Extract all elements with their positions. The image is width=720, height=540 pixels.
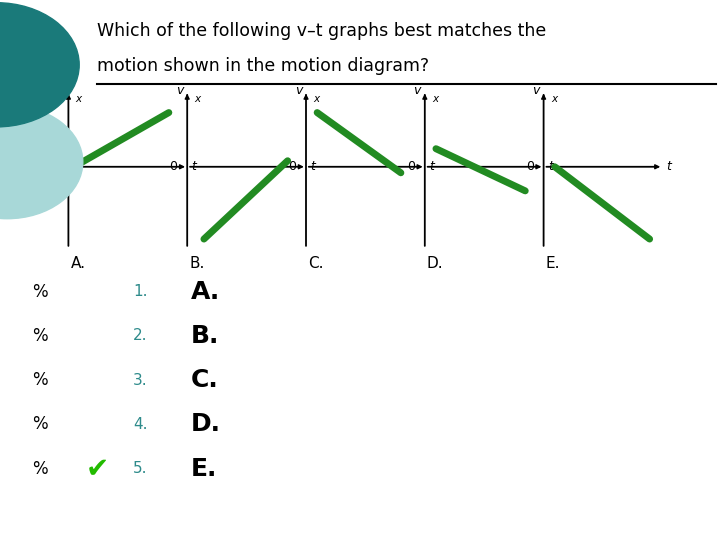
Text: $0$: $0$ xyxy=(288,160,297,173)
Text: $t$: $t$ xyxy=(547,160,555,173)
Text: C.: C. xyxy=(308,256,324,272)
Text: A.: A. xyxy=(191,280,220,303)
Text: %: % xyxy=(32,282,48,301)
Text: D.: D. xyxy=(427,256,444,272)
Text: B.: B. xyxy=(189,256,204,272)
Text: $0$: $0$ xyxy=(50,160,60,173)
Text: E.: E. xyxy=(191,457,217,481)
Text: %: % xyxy=(32,371,48,389)
Text: $x$: $x$ xyxy=(194,94,202,104)
Text: ✔: ✔ xyxy=(86,455,109,483)
Text: C.: C. xyxy=(191,368,219,392)
Text: $0$: $0$ xyxy=(169,160,179,173)
Text: %: % xyxy=(32,327,48,345)
Text: $t$: $t$ xyxy=(192,160,199,173)
Circle shape xyxy=(0,3,79,127)
Text: 3.: 3. xyxy=(133,373,148,388)
Text: 1.: 1. xyxy=(133,284,148,299)
Text: $0$: $0$ xyxy=(407,160,416,173)
Text: $x$: $x$ xyxy=(313,94,321,104)
Text: $v$: $v$ xyxy=(294,84,304,97)
Text: Which of the following v–t graphs best matches the: Which of the following v–t graphs best m… xyxy=(97,22,546,39)
Text: 4.: 4. xyxy=(133,417,148,432)
Text: B.: B. xyxy=(191,324,219,348)
Circle shape xyxy=(0,105,83,219)
Text: $t$: $t$ xyxy=(310,160,318,173)
Text: 2.: 2. xyxy=(133,328,148,343)
Text: E.: E. xyxy=(546,256,560,272)
Text: $v$: $v$ xyxy=(57,84,66,97)
Text: $x$: $x$ xyxy=(551,94,559,104)
Text: %: % xyxy=(32,460,48,478)
Text: $v$: $v$ xyxy=(176,84,185,97)
Text: $x$: $x$ xyxy=(76,94,84,104)
Text: D.: D. xyxy=(191,413,221,436)
Text: $t$: $t$ xyxy=(429,160,436,173)
Text: $0$: $0$ xyxy=(526,160,535,173)
Text: 5.: 5. xyxy=(133,461,148,476)
Text: %: % xyxy=(32,415,48,434)
Text: A.: A. xyxy=(71,256,86,272)
Text: $t$: $t$ xyxy=(667,160,674,173)
Text: $v$: $v$ xyxy=(413,84,423,97)
Text: $x$: $x$ xyxy=(432,94,440,104)
Text: $v$: $v$ xyxy=(532,84,541,97)
Text: motion shown in the motion diagram?: motion shown in the motion diagram? xyxy=(97,57,429,75)
